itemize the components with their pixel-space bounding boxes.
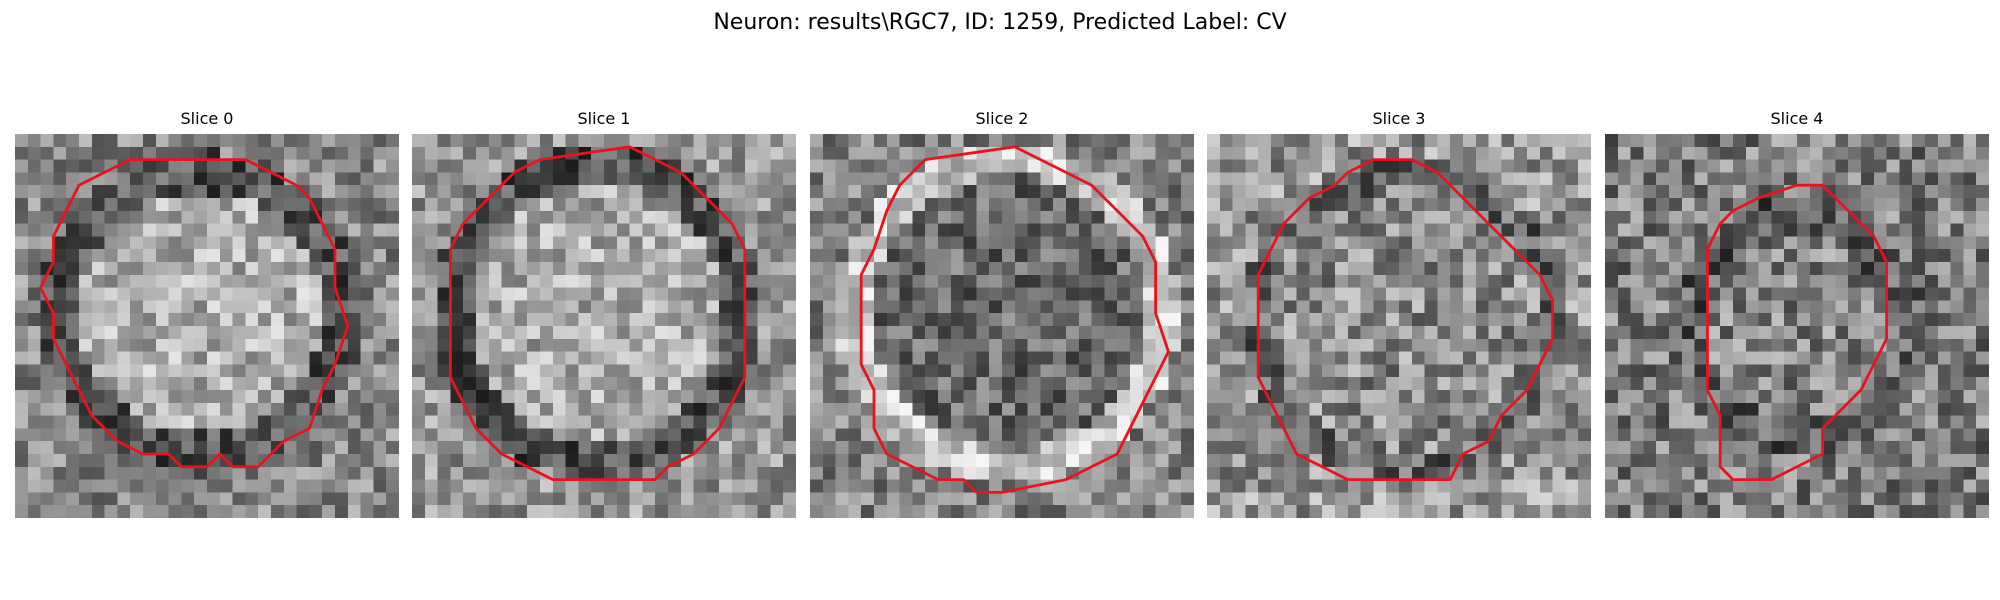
- pixel-grid: [810, 134, 1194, 518]
- figure-title: Neuron: results\RGC7, ID: 1259, Predicte…: [713, 10, 1287, 35]
- pixel-grid: [15, 134, 399, 518]
- slice-image: [15, 134, 399, 518]
- slice-image: [810, 134, 1194, 518]
- cell-contour: [859, 145, 1170, 494]
- slice-title: Slice 4: [1770, 109, 1824, 128]
- slice-image: [1207, 134, 1591, 518]
- pixel-grid: [1207, 134, 1591, 518]
- slice-image: [412, 134, 796, 518]
- cell-contour: [448, 145, 747, 482]
- pixel-grid: [1605, 134, 1989, 518]
- slice-image: [1605, 134, 1989, 518]
- pixel-grid: [412, 134, 796, 518]
- slice-title: Slice 3: [1372, 109, 1426, 128]
- slice-title: Slice 2: [975, 109, 1029, 128]
- slice-title: Slice 1: [577, 109, 631, 128]
- cell-contour: [1705, 183, 1889, 482]
- cell-contour: [1256, 158, 1555, 482]
- cell-contour: [39, 158, 350, 469]
- slice-title: Slice 0: [180, 109, 234, 128]
